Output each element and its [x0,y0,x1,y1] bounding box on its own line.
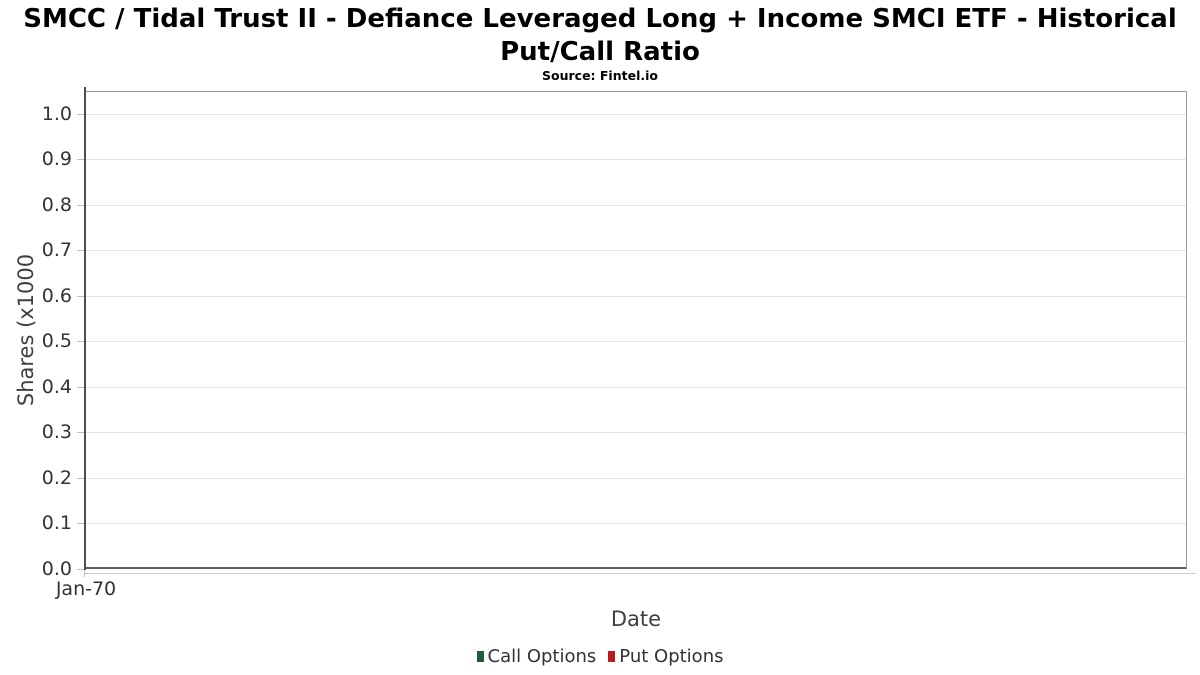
y-tick-mark [77,569,84,570]
gridline [86,295,1186,297]
y-tick-mark [77,478,84,479]
y-tick-mark [77,159,84,160]
legend-marker-icon [476,651,484,662]
y-tick-mark [77,523,84,524]
x-axis-title: Date [610,607,662,631]
y-tick-label: 0.0 [41,558,72,580]
y-tick-mark [77,341,84,342]
gridline [86,477,1186,479]
legend-label: Put Options [619,646,724,667]
y-tick-mark [77,296,84,297]
legend-item-put-options[interactable]: Put Options [608,646,723,667]
legend-label: Call Options [487,646,597,667]
y-tick-mark [77,250,84,251]
x-tick-label: Jan-70 [55,578,117,600]
gridline [86,432,1186,433]
chart-subtitle: Source: Fintel.io [542,68,658,83]
y-tick-mark [77,114,84,115]
x-tick-mark [84,570,85,577]
y-tick-label: 0.2 [41,467,72,489]
gridline [86,386,1186,388]
y-tick-label: 0.9 [41,148,72,170]
y-tick-label: 0.7 [41,239,72,261]
chart-title-line-2: Put/Call Ratio [500,37,700,67]
chart-title: SMCC / Tidal Trust II - Defiance Leverag… [0,3,1200,69]
y-tick-label: 0.3 [41,421,72,443]
y-tick-label: 0.1 [41,512,72,534]
y-tick-mark [77,387,84,388]
legend-marker-icon [608,651,616,662]
gridline [86,523,1186,524]
y-tick-label: 0.5 [41,330,72,352]
y-tick-label: 0.8 [41,194,72,216]
y-tick-label: 1.0 [41,103,72,125]
gridline [86,250,1186,251]
legend-item-call-options[interactable]: Call Options [476,646,597,667]
gridline [86,204,1186,206]
plot-area [85,91,1187,569]
gridline [86,113,1186,115]
gridline [86,159,1186,160]
y-tick-label: 0.4 [41,376,72,398]
gridline [86,341,1186,342]
y-axis-line [84,87,86,570]
y-tick-mark [77,205,84,206]
x-axis-line [85,573,1196,574]
y-tick-mark [77,432,84,433]
chart-title-line-1: SMCC / Tidal Trust II - Defiance Leverag… [23,4,1177,34]
legend: Call Options Put Options [0,646,1200,667]
y-tick-label: 0.6 [41,285,72,307]
